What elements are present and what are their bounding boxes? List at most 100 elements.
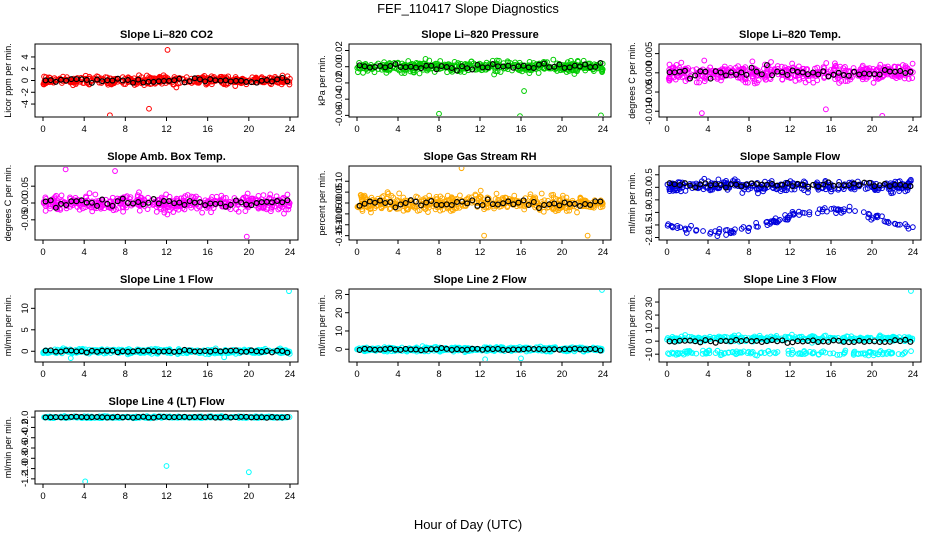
data-point xyxy=(386,206,393,213)
data-point xyxy=(723,178,729,184)
y-tick-label: 0.000 xyxy=(644,61,655,85)
data-point xyxy=(242,347,248,354)
reference-point xyxy=(530,198,537,205)
data-point xyxy=(860,209,867,216)
data-point xyxy=(422,206,429,213)
data-point xyxy=(477,194,484,201)
data-point xyxy=(762,76,769,83)
y-tick-label: 0.005 xyxy=(644,42,655,66)
reference-point xyxy=(232,197,239,204)
data-point xyxy=(722,227,729,234)
reference-point xyxy=(525,202,532,209)
reference-point xyxy=(47,197,54,204)
data-point xyxy=(666,75,673,81)
reference-point xyxy=(758,71,765,78)
y-tick-label: -0.06 xyxy=(334,105,345,127)
data-point xyxy=(58,192,65,199)
x-tick-label: 12 xyxy=(475,124,486,135)
data-point xyxy=(489,57,496,64)
chart-title: Slope Li–820 Pressure xyxy=(421,29,538,41)
data-point xyxy=(782,216,789,223)
data-point xyxy=(894,221,901,228)
data-point xyxy=(135,197,141,203)
chart-title: Slope Line 2 Flow xyxy=(434,274,527,286)
data-point xyxy=(674,349,681,356)
data-point xyxy=(199,414,205,421)
x-tick-label: 20 xyxy=(244,369,255,380)
data-point xyxy=(689,350,696,356)
data-point xyxy=(528,65,535,72)
reference-point xyxy=(88,199,95,206)
x-tick-label: 0 xyxy=(664,124,669,135)
data-point xyxy=(846,207,853,214)
data-point xyxy=(866,211,873,218)
outlier-point xyxy=(62,167,69,173)
x-tick-label: 0 xyxy=(40,369,45,380)
outlier-point xyxy=(164,46,171,53)
reference-point xyxy=(109,347,116,354)
x-tick-label: 12 xyxy=(161,491,172,502)
data-point xyxy=(48,201,54,208)
data-point xyxy=(689,67,696,74)
data-point xyxy=(457,192,463,199)
x-tick-label: 24 xyxy=(598,247,609,258)
reference-point xyxy=(779,337,786,344)
data-point xyxy=(495,198,502,204)
x-tick-label: 20 xyxy=(244,124,255,135)
x-tick-label: 12 xyxy=(161,124,172,135)
reference-point xyxy=(448,202,455,209)
y-axis-label: ml/min per min. xyxy=(627,172,637,234)
reference-point xyxy=(176,348,183,355)
reference-point xyxy=(707,75,714,82)
y-tick-label: 10 xyxy=(334,326,345,337)
y-tick-label: -0.05 xyxy=(20,209,31,231)
data-point xyxy=(753,220,760,226)
reference-point xyxy=(592,346,599,353)
reference-point xyxy=(804,183,811,190)
data-point xyxy=(763,219,770,226)
reference-point xyxy=(83,349,90,356)
reference-point xyxy=(587,201,594,208)
data-point xyxy=(533,61,540,68)
reference-point xyxy=(392,204,399,211)
reference-point xyxy=(63,202,70,209)
data-point xyxy=(92,191,99,198)
data-point xyxy=(877,333,884,340)
data-point xyxy=(836,66,843,73)
reference-point xyxy=(707,338,714,345)
data-point xyxy=(901,75,908,82)
data-point xyxy=(48,78,55,85)
data-point xyxy=(797,181,804,188)
data-point xyxy=(544,59,550,66)
x-tick-label: 8 xyxy=(436,247,441,258)
x-tick-label: 12 xyxy=(785,124,796,135)
reference-point xyxy=(232,347,239,354)
y-tick-label: -2.0 xyxy=(644,229,655,245)
reference-point xyxy=(804,71,811,78)
reference-point xyxy=(387,199,394,206)
x-tick-label: 20 xyxy=(244,247,255,258)
data-point xyxy=(796,350,803,356)
reference-point xyxy=(681,67,688,74)
reference-point xyxy=(428,198,435,205)
series-points xyxy=(40,167,293,239)
y-tick-label: -0.04 xyxy=(334,88,345,110)
data-point xyxy=(437,193,444,200)
reference-point xyxy=(743,71,750,78)
reference-point xyxy=(418,65,425,72)
reference-point xyxy=(500,200,507,207)
chart-panel: Slope Amb. Box Temp.0 4 8 12 16 20 24-0.050.00… xyxy=(3,151,299,258)
reference-point xyxy=(382,64,389,71)
data-point xyxy=(669,224,676,231)
data-point xyxy=(444,192,451,199)
data-point xyxy=(196,195,202,202)
data-point xyxy=(776,216,783,223)
reference-point xyxy=(825,73,832,80)
data-point xyxy=(738,225,745,232)
data-point xyxy=(242,208,249,215)
y-tick-label: 5 xyxy=(20,327,31,332)
y-tick-label: 0.10 xyxy=(334,172,345,191)
data-point xyxy=(388,192,395,199)
